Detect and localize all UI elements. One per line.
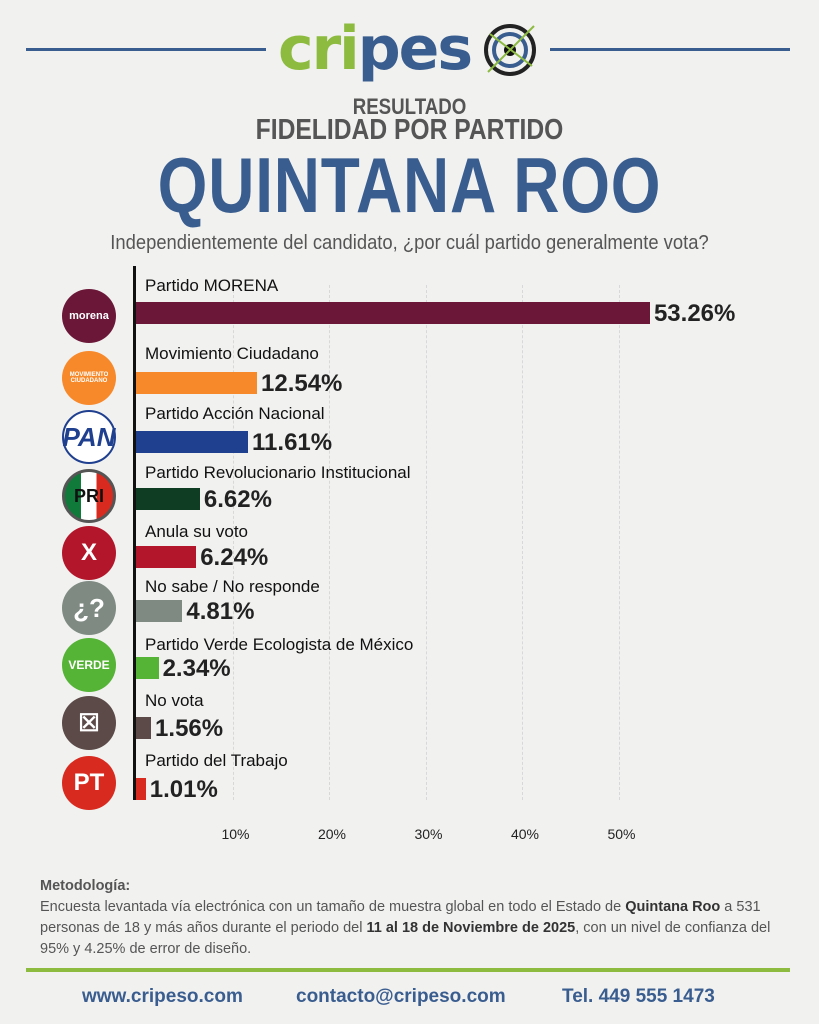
category-label: Movimiento Ciudadano bbox=[145, 344, 319, 363]
gridline bbox=[329, 285, 330, 800]
footer-divider bbox=[26, 968, 790, 972]
bar bbox=[136, 431, 249, 453]
page-title: QUINTANA ROO bbox=[157, 141, 662, 229]
bar bbox=[136, 600, 183, 622]
header-rule-right bbox=[550, 48, 790, 51]
header-rule-left bbox=[26, 48, 266, 51]
email-link[interactable]: contacto@cripeso.com bbox=[296, 986, 506, 1007]
bar bbox=[136, 546, 197, 568]
category-label: Partido Acción Nacional bbox=[145, 404, 325, 423]
website-link[interactable]: www.cripeso.com bbox=[82, 986, 243, 1007]
methodology: Metodología: Encuesta levantada vía elec… bbox=[40, 876, 790, 960]
methodology-heading: Metodología: bbox=[40, 878, 131, 894]
pt-logo: PT bbox=[62, 756, 116, 810]
value-label: 11.61% bbox=[252, 429, 333, 456]
value-label: 2.34% bbox=[162, 655, 231, 682]
category-label: No sabe / No responde bbox=[145, 577, 320, 596]
movimiento-ciudadano-logo: MOVIMIENTO CIUDADANO bbox=[62, 351, 116, 405]
no-vota-icon: ☒ bbox=[62, 696, 116, 750]
pretitle: RESULTADO bbox=[352, 94, 467, 119]
bar bbox=[136, 488, 200, 510]
category-label: Partido MORENA bbox=[145, 276, 279, 295]
category-label: Partido Verde Ecologista de México bbox=[145, 635, 414, 654]
value-label: 12.54% bbox=[261, 370, 343, 397]
gridline bbox=[425, 285, 427, 800]
y-axis-line bbox=[133, 266, 136, 800]
x-tick-label: 10% bbox=[221, 826, 250, 842]
question-icon: ¿? bbox=[62, 581, 116, 635]
bar bbox=[136, 372, 257, 394]
pri-logo: PRI bbox=[62, 469, 116, 523]
bar bbox=[136, 778, 146, 800]
bar bbox=[136, 717, 152, 739]
survey-question: Independientemente del candidato, ¿por c… bbox=[110, 232, 709, 254]
value-label: 4.81% bbox=[186, 598, 255, 625]
bar-chart: 10% 20% 30% 40% 50% Partido MORENA 53.26% moren… bbox=[62, 266, 736, 842]
gridline bbox=[522, 285, 523, 800]
category-label: Partido Revolucionario Institucional bbox=[145, 463, 411, 482]
methodology-text: Encuesta levantada vía electrónica con u… bbox=[40, 899, 771, 957]
value-label: 6.62% bbox=[203, 486, 272, 513]
bar bbox=[136, 657, 159, 679]
gridline bbox=[232, 285, 234, 800]
bar bbox=[136, 302, 650, 324]
x-tick-label: 50% bbox=[607, 826, 636, 842]
category-label: Partido del Trabajo bbox=[145, 751, 288, 770]
value-label: 1.01% bbox=[149, 776, 218, 803]
x-tick-label: 40% bbox=[510, 826, 540, 842]
target-icon bbox=[484, 24, 536, 76]
gridline bbox=[618, 285, 620, 800]
morena-logo: morena bbox=[62, 289, 116, 343]
x-tick-label: 30% bbox=[414, 826, 443, 842]
x-tick-label: 20% bbox=[317, 826, 347, 842]
category-label: Anula su voto bbox=[145, 522, 249, 541]
anula-x-icon: X bbox=[62, 526, 116, 580]
value-label: 6.24% bbox=[200, 544, 269, 571]
value-label: 53.26% bbox=[653, 300, 736, 327]
cripeso-logo: cripes bbox=[278, 14, 548, 84]
category-label: No vota bbox=[145, 691, 204, 710]
verde-logo: VERDE bbox=[62, 638, 116, 692]
phone-number: Tel. 449 555 1473 bbox=[562, 986, 715, 1007]
pan-logo: PAN bbox=[62, 410, 116, 464]
value-label: 1.56% bbox=[155, 715, 224, 742]
subtitle: FIDELIDAD POR PARTIDO bbox=[255, 114, 564, 146]
